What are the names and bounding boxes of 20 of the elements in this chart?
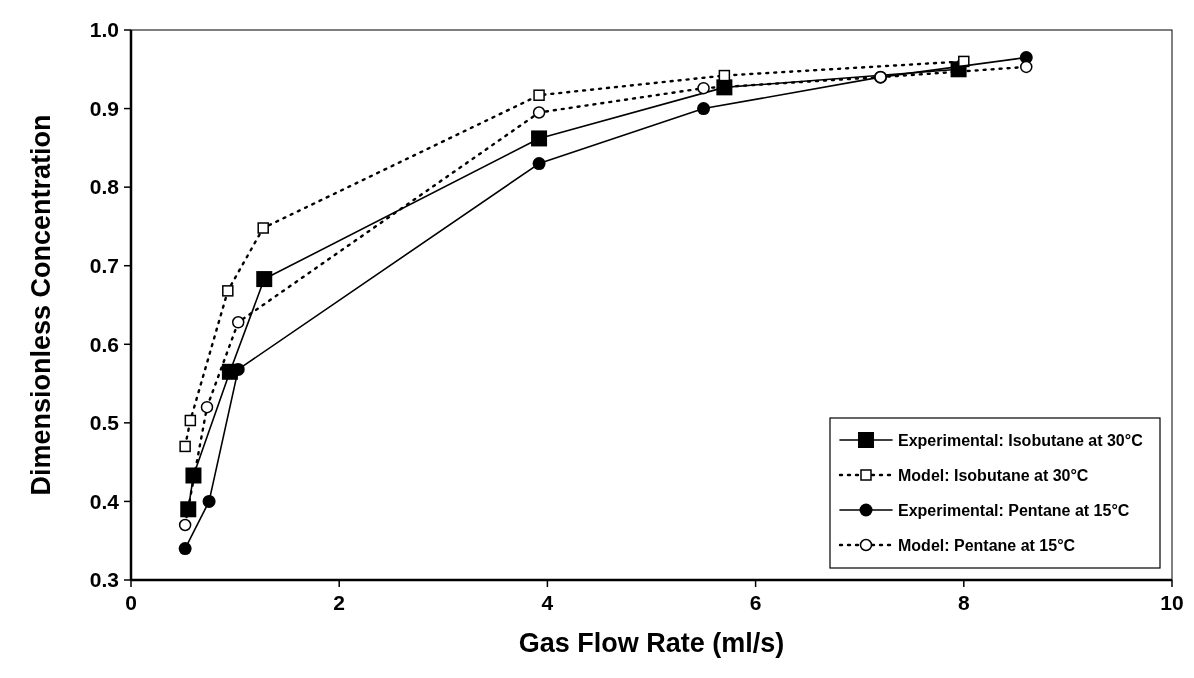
legend-label: Model: Isobutane at 30°C (898, 466, 1089, 484)
y-tick-label: 0.8 (89, 175, 120, 199)
x-tick-label: 4 (541, 591, 554, 614)
y-tick-label: 0.3 (89, 568, 119, 592)
y-tick-label: 1.0 (89, 18, 119, 42)
y-tick-label: 0.9 (89, 96, 119, 120)
y-tick-label: 0.7 (89, 254, 119, 278)
x-tick-label: 10 (1160, 591, 1184, 614)
y-tick-label: 0.4 (89, 489, 120, 513)
x-tick-label: 2 (333, 591, 346, 614)
legend-label: Experimental: Pentane at 15°C (898, 501, 1130, 519)
y-tick-label: 0.5 (89, 411, 120, 435)
y-tick-label: 0.6 (89, 332, 119, 356)
legend-label: Experimental: Isobutane at 30°C (898, 431, 1144, 449)
x-tick-label: 8 (957, 591, 970, 614)
x-tick-label: 6 (749, 591, 762, 614)
x-tick-label: 0 (125, 591, 137, 614)
legend-label: Model: Pentane at 15°C (898, 536, 1076, 554)
y-axis-title: Dimensionless Concentration (26, 114, 56, 496)
x-axis-title: Gas Flow Rate (ml/s) (518, 628, 785, 658)
